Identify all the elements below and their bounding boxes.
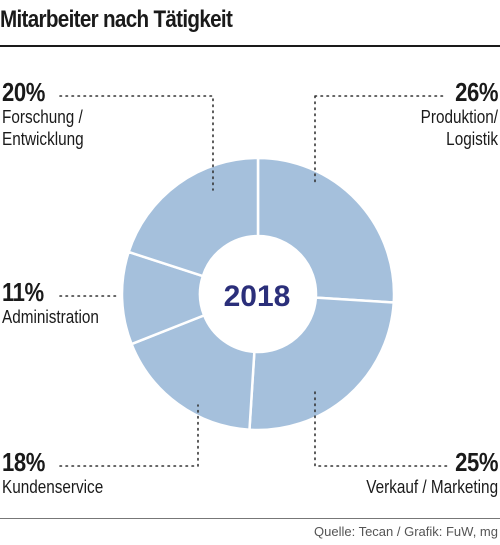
label-verkauf-value: 25% [455, 447, 498, 477]
source-credit: Quelle: Tecan / Grafik: FuW, mg [314, 524, 498, 539]
title-rule [0, 45, 500, 47]
label-produktion-line1: Produktion/ [420, 107, 498, 127]
leader-line-forschung [59, 95, 214, 191]
label-forschung-value: 20% [2, 77, 45, 107]
leader-line-produktion [314, 95, 448, 183]
chart-title: Mitarbeiter nach Tätigkeit [0, 6, 233, 33]
label-administration-line1: Administration [2, 307, 99, 327]
donut-chart: 2018 [59, 95, 448, 467]
label-verkauf: 25% Verkauf / Marketing [343, 448, 498, 498]
leader-lines [59, 95, 448, 467]
footer-rule [0, 518, 500, 519]
label-forschung-line1: Forschung / [2, 107, 83, 127]
label-kundenservice-value: 18% [2, 447, 45, 477]
center-year-label: 2018 [224, 280, 291, 313]
label-administration-value: 11% [2, 277, 44, 307]
label-forschung: 20% Forschung / Entwicklung [2, 78, 98, 150]
donut-slice-4 [127, 156, 260, 278]
leader-line-verkauf [314, 391, 448, 467]
label-produktion-value: 26% [455, 77, 498, 107]
label-kundenservice-line1: Kundenservice [2, 477, 104, 497]
donut-slice-2 [130, 314, 256, 431]
label-forschung-line2: Entwicklung [2, 129, 84, 149]
label-produktion-line2: Logistik [446, 129, 498, 149]
label-verkauf-line1: Verkauf / Marketing [366, 477, 498, 497]
label-administration: 11% Administration [2, 278, 116, 328]
donut-slices [120, 156, 396, 432]
donut-slice-1 [248, 296, 395, 432]
leader-line-kundenservice [59, 404, 199, 467]
label-produktion: 26% Produktion/ Logistik [407, 77, 499, 150]
donut-slice-0 [256, 156, 396, 304]
label-kundenservice: 18% Kundenservice [2, 448, 121, 498]
